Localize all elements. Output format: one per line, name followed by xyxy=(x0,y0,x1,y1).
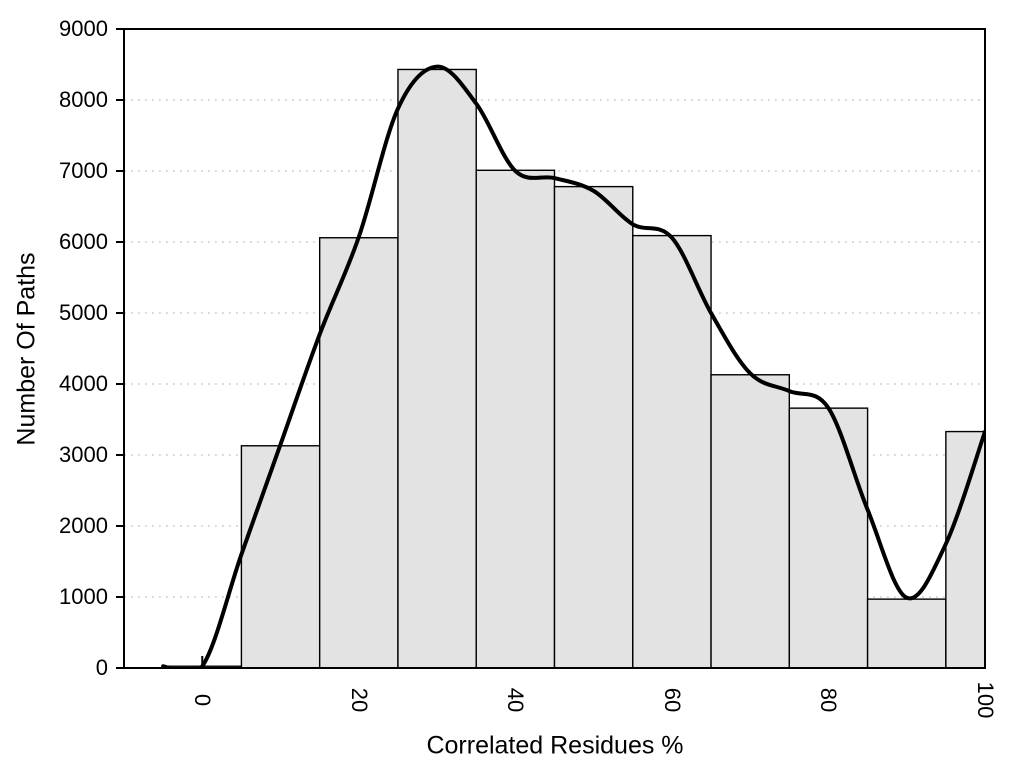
y-tick-label: 0 xyxy=(95,655,108,680)
y-tick-label: 8000 xyxy=(59,87,108,112)
x-tick-label: 80 xyxy=(816,687,842,713)
histogram-bar xyxy=(866,598,947,669)
histogram-bar xyxy=(632,234,712,669)
histogram-bar xyxy=(945,430,986,669)
histogram-bar xyxy=(240,445,321,669)
y-tick-label: 1000 xyxy=(59,584,108,609)
y-axis-title: Number Of Paths xyxy=(12,252,41,446)
y-tick-label: 5000 xyxy=(59,300,108,325)
x-tick-label: 20 xyxy=(346,687,372,713)
plot-frame xyxy=(123,28,986,669)
histogram-bar xyxy=(475,169,556,669)
x-axis-title: Correlated Residues % xyxy=(426,731,684,760)
y-tick-label: 3000 xyxy=(59,442,108,467)
y-tick-label: 9000 xyxy=(59,16,108,41)
y-tick-label: 6000 xyxy=(59,229,108,254)
x-tick-label: 0 xyxy=(190,693,216,707)
histogram-bar xyxy=(788,407,869,669)
x-tick-label: 60 xyxy=(659,687,685,713)
x-tick-label: 100 xyxy=(973,681,998,719)
x-tick-label: 40 xyxy=(503,687,529,713)
histogram-bar xyxy=(710,374,791,669)
y-tick-label: 4000 xyxy=(59,371,108,396)
y-tick-label: 7000 xyxy=(59,158,108,183)
y-tick-label: 2000 xyxy=(59,513,108,538)
smooth-curve xyxy=(161,64,985,668)
histogram-bar xyxy=(397,68,477,669)
histogram-bar xyxy=(553,185,634,669)
